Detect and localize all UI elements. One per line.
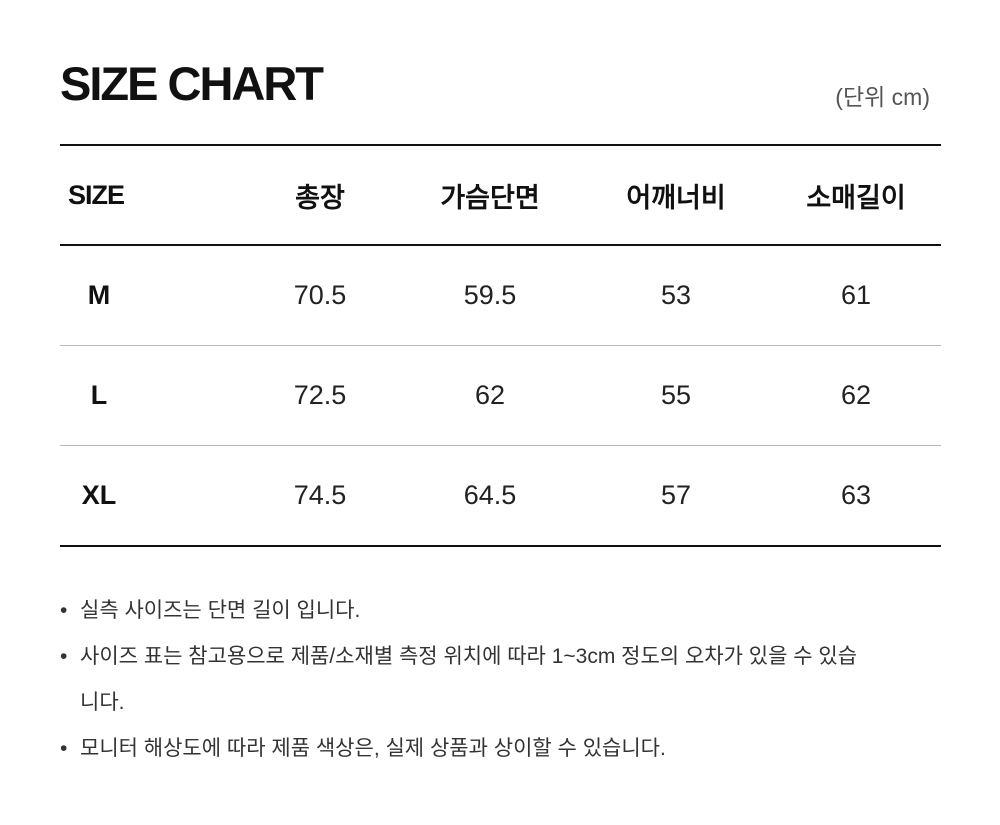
header-chest: 가슴단면 [440, 182, 540, 213]
table-cell: 62 [474, 380, 506, 410]
notes-list: • 실측 사이즈는 단면 길이 입니다. • 사이즈 표는 참고용으로 제품/소… [60, 588, 940, 772]
table-cell: 53 [660, 280, 692, 310]
unit-label: (단위 cm) [835, 84, 930, 110]
note-item: • 사이즈 표는 참고용으로 제품/소재별 측정 위치에 따라 1~3cm 정도… [60, 634, 940, 726]
header-sleeve: 소매길이 [806, 182, 906, 213]
header-length: 총장 [295, 182, 345, 213]
table-header-row: SIZE 총장 가슴단면 어깨너비 소매길이 [60, 146, 941, 246]
table-cell: 61 [840, 280, 872, 310]
header-size: SIZE [68, 179, 125, 210]
size-table: SIZE 총장 가슴단면 어깨너비 소매길이 M 70.5 59.5 53 61… [60, 144, 941, 547]
bullet-icon: • [60, 645, 68, 668]
bullet-icon: • [60, 737, 68, 760]
table-cell: 70.5 [293, 280, 347, 310]
note-text: 사이즈 표는 참고용으로 제품/소재별 측정 위치에 따라 1~3cm 정도의 … [80, 645, 858, 714]
page-title: SIZE CHART [60, 57, 324, 110]
table-cell: 59.5 [463, 280, 517, 310]
table-cell: 55 [660, 380, 692, 410]
table-row: XL 74.5 64.5 57 63 [60, 446, 941, 545]
table-cell: 57 [660, 480, 692, 510]
table-cell: 64.5 [463, 480, 517, 510]
size-label: L [90, 380, 108, 410]
table-cell: 63 [840, 480, 872, 510]
size-label: XL [81, 480, 117, 510]
table-cell: 72.5 [293, 380, 347, 410]
header-shoulder: 어깨너비 [626, 182, 726, 213]
note-item: • 실측 사이즈는 단면 길이 입니다. [60, 588, 940, 634]
table-cell: 62 [840, 380, 872, 410]
note-text: 모니터 해상도에 따라 제품 색상은, 실제 상품과 상이할 수 있습니다. [80, 737, 666, 760]
table-row: M 70.5 59.5 53 61 [60, 246, 941, 346]
note-text: 실측 사이즈는 단면 길이 입니다. [80, 599, 361, 622]
table-row: L 72.5 62 55 62 [60, 346, 941, 446]
size-label: M [87, 280, 111, 310]
note-item: • 모니터 해상도에 따라 제품 색상은, 실제 상품과 상이할 수 있습니다. [60, 726, 940, 772]
table-cell: 74.5 [293, 480, 347, 510]
bullet-icon: • [60, 599, 68, 622]
